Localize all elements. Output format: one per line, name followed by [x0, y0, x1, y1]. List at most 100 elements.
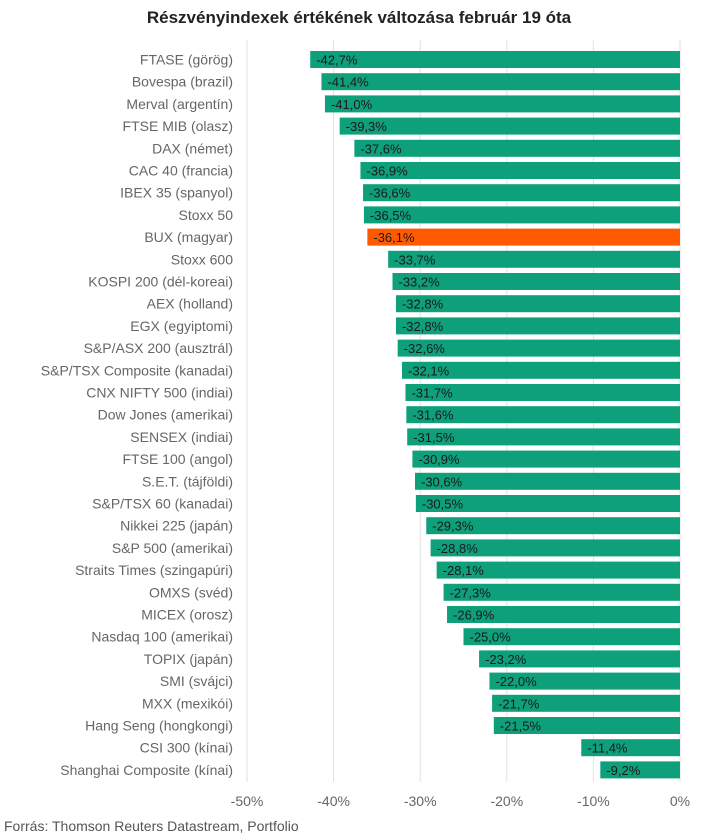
x-tick-label: -50% — [231, 793, 264, 809]
category-label: AEX (holland) — [147, 296, 233, 312]
category-label: S&P/ASX 200 (ausztrál) — [84, 340, 233, 356]
bar — [412, 450, 680, 468]
value-label: -36,1% — [373, 230, 415, 245]
category-label: CSI 300 (kínai) — [140, 740, 233, 756]
category-label: CNX NIFTY 500 (indiai) — [86, 385, 233, 401]
bar — [407, 428, 680, 446]
bar — [354, 139, 680, 157]
bar — [406, 406, 680, 424]
bar — [415, 472, 680, 490]
category-label: Stoxx 600 — [171, 251, 233, 267]
bar — [489, 672, 680, 690]
value-label: -21,7% — [498, 696, 540, 711]
value-label: -32,8% — [402, 319, 444, 334]
bar — [492, 694, 680, 712]
value-label: -31,7% — [411, 386, 453, 401]
source-note: Forrás: Thomson Reuters Datastream, Port… — [4, 818, 299, 834]
category-label: EGX (egyiptomi) — [130, 318, 233, 334]
value-label: -30,9% — [418, 452, 460, 467]
value-label: -32,8% — [402, 297, 444, 312]
value-label: -31,5% — [413, 430, 455, 445]
bar — [443, 583, 680, 601]
value-label: -36,5% — [370, 208, 412, 223]
bar — [367, 228, 680, 246]
category-label: IBEX 35 (spanyol) — [120, 185, 233, 201]
value-label: -23,2% — [485, 652, 527, 667]
x-tick-label: -20% — [490, 793, 523, 809]
bar — [581, 739, 680, 757]
bar — [395, 317, 680, 335]
category-label: FTSE 100 (angol) — [123, 451, 234, 467]
bar — [388, 250, 680, 268]
value-label: -36,9% — [366, 164, 408, 179]
value-label: -27,3% — [450, 585, 492, 600]
category-label: Straits Times (szingapúri) — [75, 562, 233, 578]
value-label: -41,4% — [327, 75, 369, 90]
category-label: SENSEX (indiai) — [130, 429, 233, 445]
value-label: -26,9% — [453, 608, 495, 623]
category-label: TOPIX (japán) — [144, 651, 233, 667]
bar — [479, 650, 680, 668]
category-label: KOSPI 200 (dél-koreai) — [88, 274, 233, 290]
bar — [392, 273, 680, 290]
value-label: -32,1% — [408, 363, 450, 378]
bars — [310, 51, 680, 779]
bar — [321, 73, 680, 91]
value-label: -30,5% — [422, 497, 464, 512]
category-label: Stoxx 50 — [179, 207, 234, 223]
category-label: Nasdaq 100 (amerikai) — [91, 629, 233, 645]
category-label: OMXS (svéd) — [149, 584, 233, 600]
bar — [310, 51, 680, 68]
bar — [363, 184, 680, 202]
category-label: S&P/TSX 60 (kanadai) — [92, 496, 233, 512]
category-label: Hang Seng (hongkongi) — [85, 718, 233, 734]
value-label: -33,2% — [398, 275, 440, 290]
category-label: MXX (mexikói) — [142, 695, 233, 711]
value-label: -41,0% — [331, 97, 373, 112]
value-label: -21,5% — [500, 719, 542, 734]
bar — [324, 95, 680, 113]
bar — [339, 117, 680, 135]
x-tick-label: 0% — [670, 793, 690, 809]
value-label: -28,8% — [437, 541, 479, 556]
value-label: -22,0% — [495, 674, 537, 689]
category-label: SMI (svájci) — [160, 673, 233, 689]
category-label: BUX (magyar) — [144, 229, 233, 245]
chart-title: Részvényindexek értékének változása febr… — [146, 8, 572, 27]
value-label: -31,6% — [412, 408, 454, 423]
category-label: Dow Jones (amerikai) — [98, 407, 233, 423]
bar — [363, 206, 680, 224]
value-label: -30,6% — [421, 474, 463, 489]
value-label: -32,6% — [404, 341, 446, 356]
bar — [463, 628, 680, 646]
bar — [395, 295, 680, 313]
bar — [436, 561, 680, 579]
value-label: -25,0% — [470, 630, 512, 645]
category-label: MICEX (orosz) — [141, 607, 233, 623]
bar — [402, 361, 680, 379]
category-label: DAX (német) — [152, 140, 233, 156]
bar — [415, 495, 680, 512]
category-label: Merval (argentín) — [126, 96, 233, 112]
value-label: -37,6% — [360, 141, 402, 156]
bar — [447, 606, 680, 623]
x-tick-label: -40% — [317, 793, 350, 809]
bar — [426, 517, 680, 535]
category-label: Bovespa (brazil) — [132, 74, 233, 90]
bar — [493, 717, 680, 734]
value-label: -33,7% — [394, 252, 436, 267]
category-label: FTASE (görög) — [140, 52, 233, 68]
value-label: -28,1% — [443, 563, 485, 578]
value-labels: -42,7% -41,4% -41,0% -39,3% -37,6% -36,9% -36,… — [316, 53, 641, 778]
category-label: S&P 500 (amerikai) — [112, 540, 233, 556]
value-label: -36,6% — [369, 186, 411, 201]
x-tick-label: -30% — [404, 793, 437, 809]
category-label: S&P/TSX Composite (kanadai) — [41, 362, 233, 378]
value-label: -11,4% — [587, 741, 628, 756]
category-label: Nikkei 225 (japán) — [120, 518, 233, 534]
value-label: -29,3% — [432, 519, 474, 534]
bar — [397, 339, 680, 357]
value-label: -9,2% — [606, 763, 640, 778]
category-label: S.E.T. (tájföldi) — [142, 473, 233, 489]
